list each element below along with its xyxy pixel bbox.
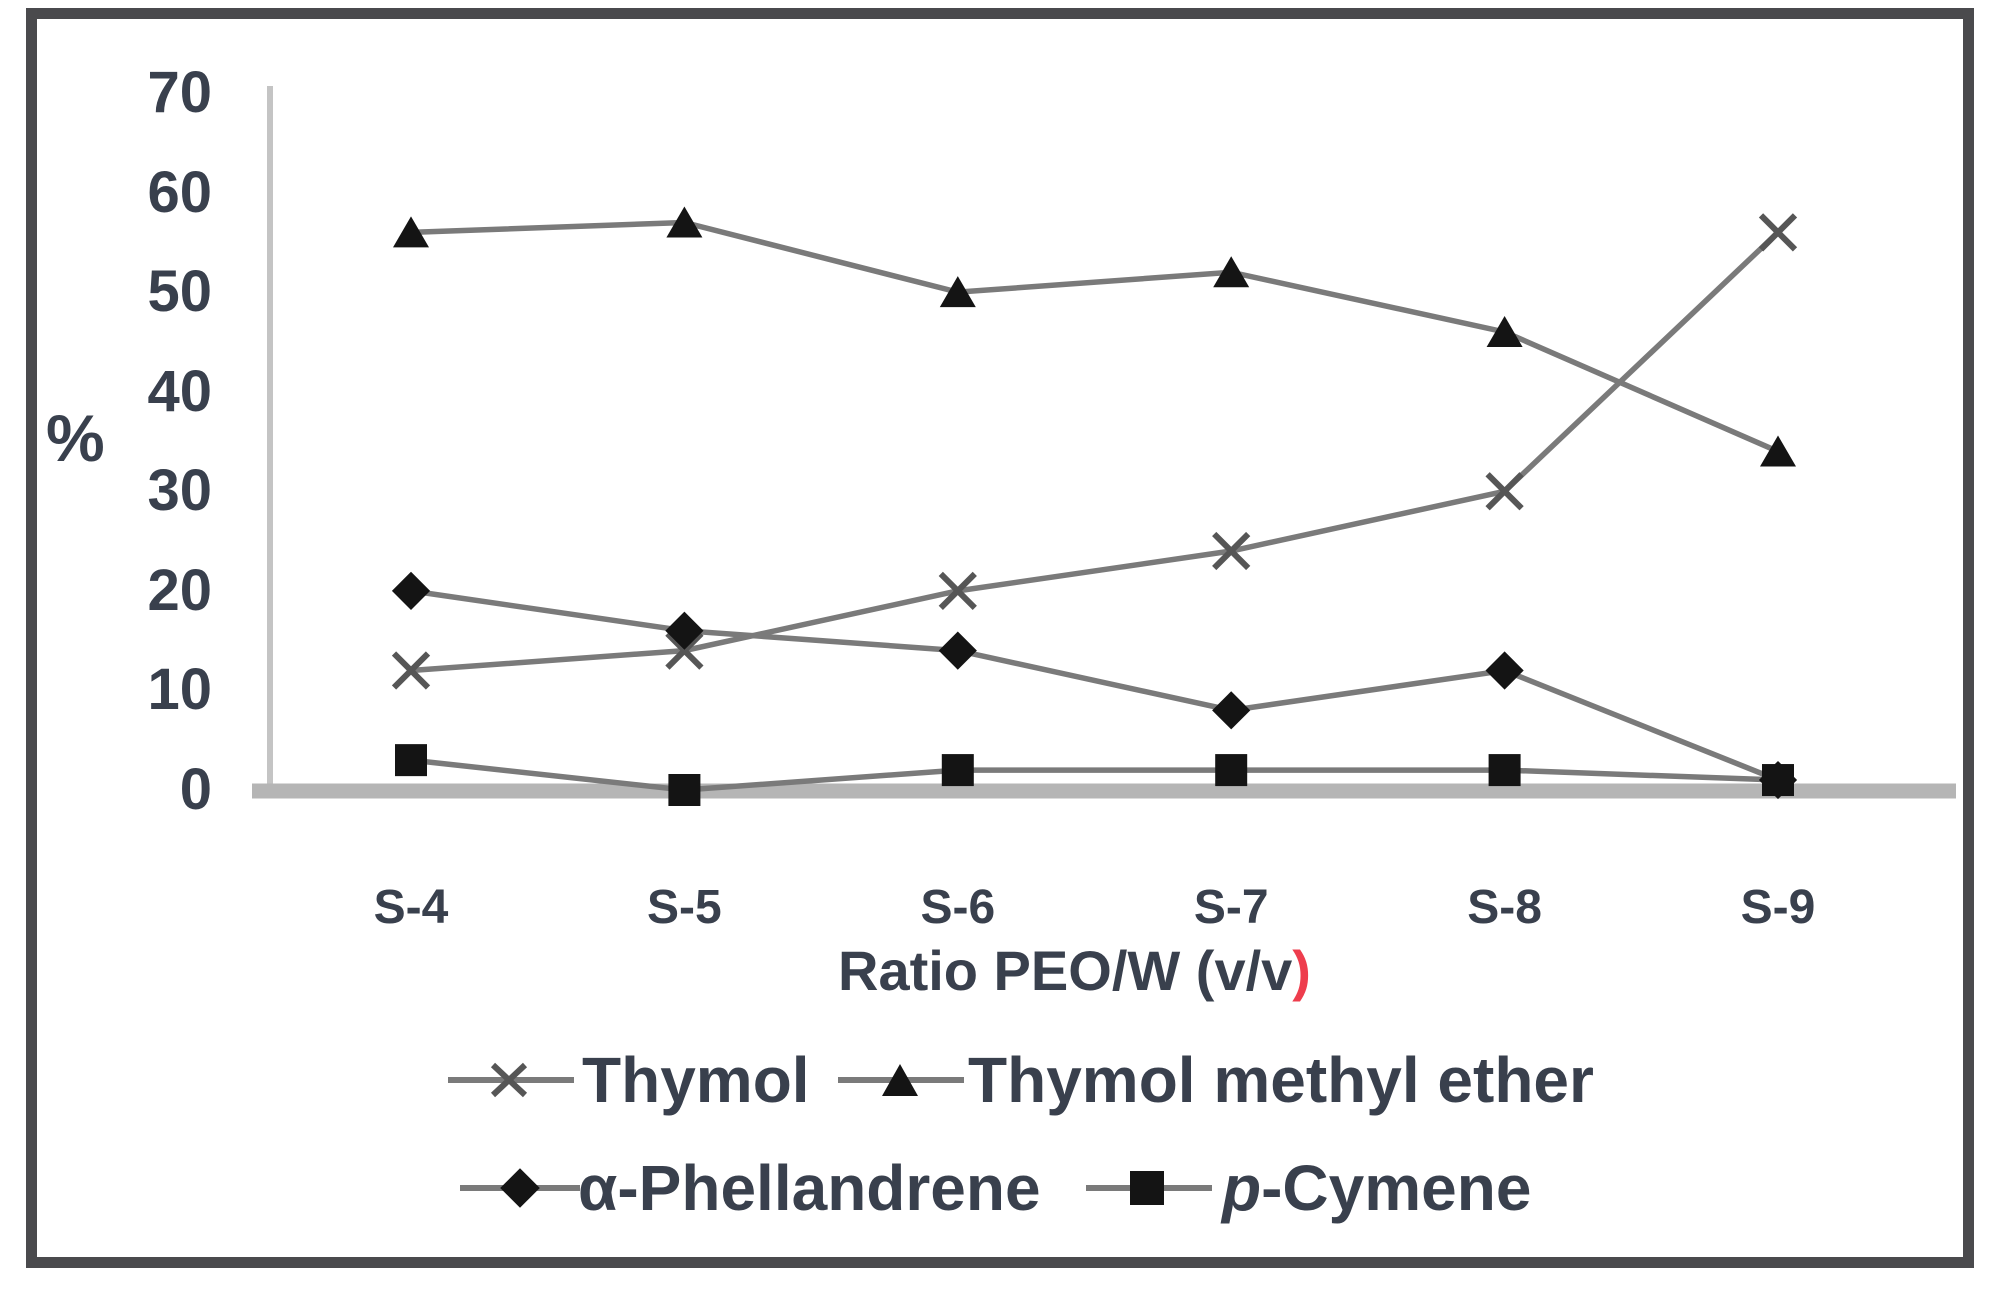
x-axis-title-text: Ratio PEO/W (v/v: [838, 939, 1293, 1002]
legend-triangle-marker-icon: [838, 1064, 964, 1096]
legend-label-p-cymene: p-Cymene: [1222, 1146, 1531, 1230]
y-tick-label: 70: [147, 60, 212, 125]
y-tick-label: 30: [147, 458, 212, 524]
x-tick-label: S-9: [1740, 881, 1816, 934]
legend-label-thymol: Thymol: [582, 1044, 810, 1116]
x-axis-title-paren: ): [1292, 939, 1311, 1002]
legend-p-italic: p: [1222, 1152, 1262, 1224]
y-tick-label: 0: [179, 757, 212, 822]
figure-border-frame: [26, 8, 1974, 1268]
legend-label-alpha-phellandrene: α-Phellandrene: [578, 1152, 1041, 1224]
y-axis-title: %: [46, 401, 105, 475]
y-tick-label: 50: [147, 259, 212, 325]
x-tick-label: S-8: [1467, 881, 1542, 934]
legend-x-marker-icon: [448, 1062, 574, 1098]
x-tick-label: S-7: [1193, 881, 1269, 934]
legend-diamond-marker-icon: [460, 1168, 580, 1208]
y-tick-label: 20: [147, 557, 212, 623]
y-tick-label: 60: [147, 159, 212, 225]
y-tick-label: 10: [147, 657, 212, 723]
x-tick-label: S-6: [920, 881, 996, 934]
x-tick-label: S-5: [647, 881, 722, 934]
y-tick-label: 40: [147, 358, 212, 424]
legend-cymene-rest: -Cymene: [1261, 1152, 1532, 1224]
legend-square-marker-icon: [1086, 1171, 1212, 1205]
x-axis-title: Ratio PEO/W (v/v): [838, 938, 1311, 1004]
x-tick-label: S-4: [373, 881, 449, 934]
legend-label-thymol-methyl-ether: Thymol methyl ether: [968, 1044, 1594, 1116]
